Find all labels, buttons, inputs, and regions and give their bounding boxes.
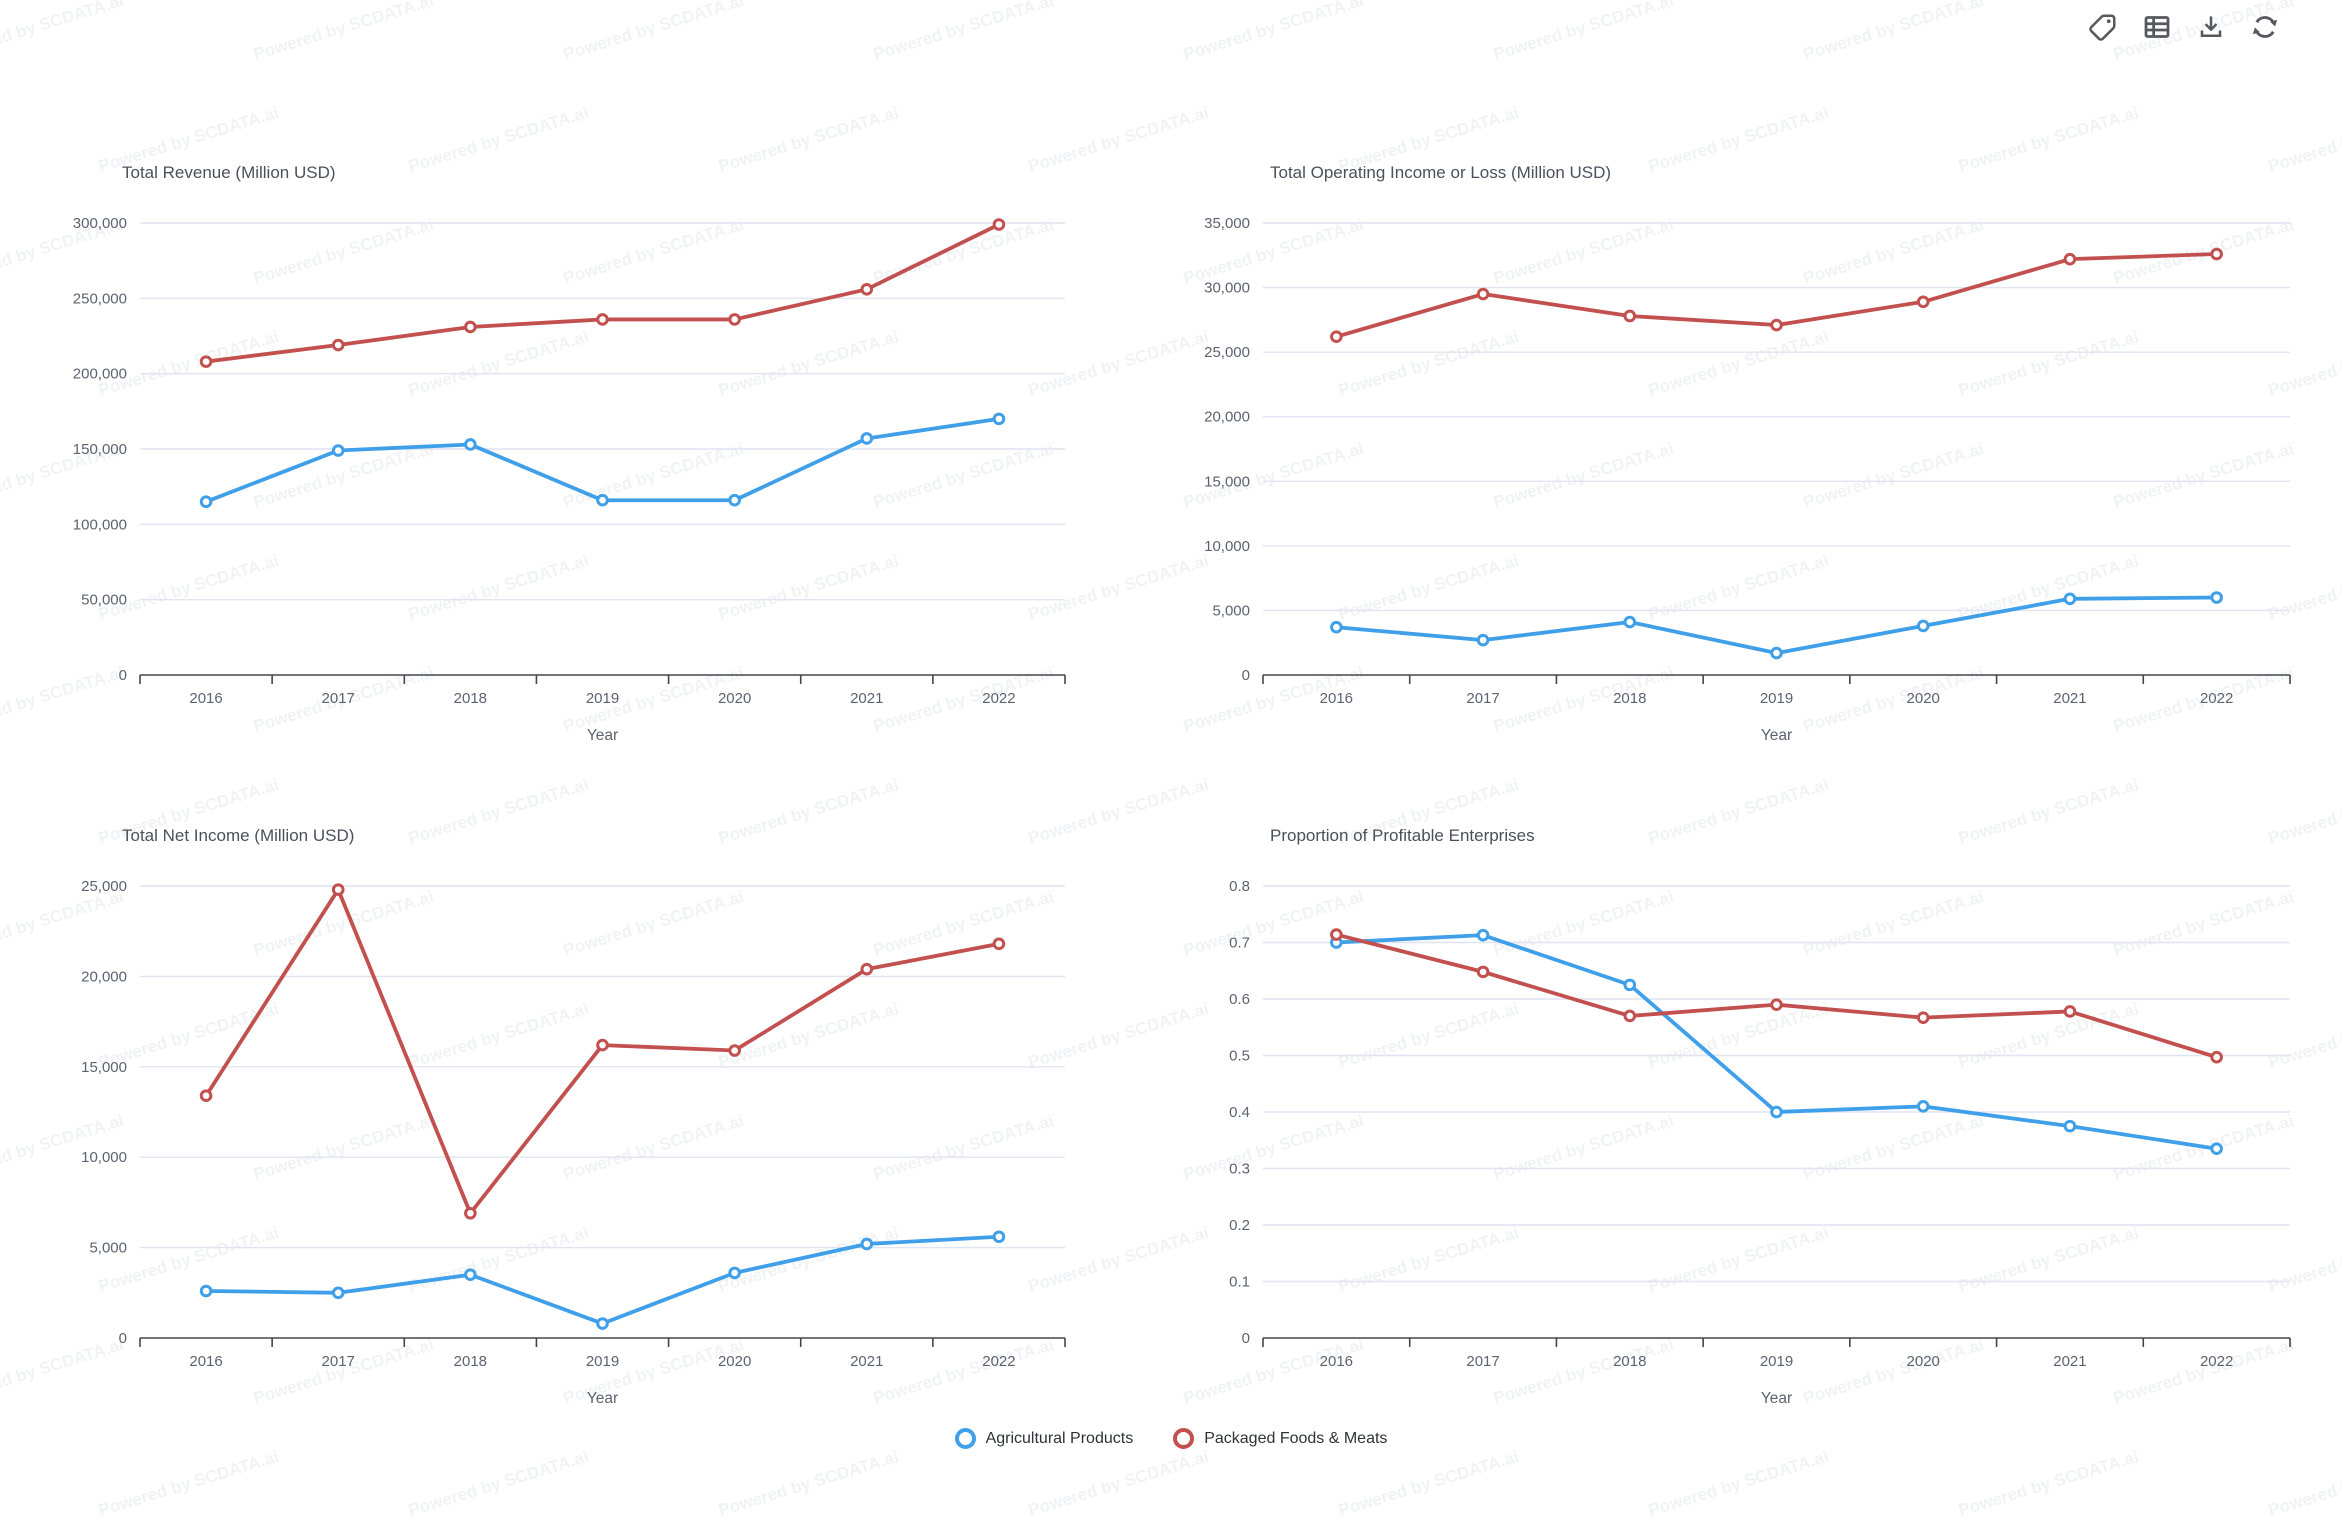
svg-text:0.6: 0.6 [1229, 991, 1250, 1008]
svg-text:2022: 2022 [982, 1353, 1015, 1370]
svg-text:2016: 2016 [1320, 1353, 1353, 1370]
chart-legend: Agricultural Products Packaged Foods & M… [0, 1428, 2342, 1449]
svg-text:2021: 2021 [850, 690, 883, 707]
svg-text:2021: 2021 [2053, 690, 2086, 707]
svg-text:50,000: 50,000 [81, 592, 127, 609]
svg-text:2021: 2021 [2053, 1353, 2086, 1370]
tag-icon[interactable] [2088, 12, 2118, 42]
chart-title: Total Operating Income or Loss (Million … [1270, 163, 1612, 182]
toolbar [2088, 12, 2280, 42]
svg-text:2016: 2016 [1320, 690, 1353, 707]
table-icon[interactable] [2142, 12, 2172, 42]
legend-label-packaged: Packaged Foods & Meats [1204, 1429, 1388, 1447]
svg-text:15,000: 15,000 [1204, 473, 1250, 490]
line-plot-total-revenue: 0 50,000 100,000 150,000 200,000 250,000 300,0… [73, 215, 1066, 744]
svg-text:0.4: 0.4 [1229, 1104, 1250, 1121]
legend-label-agricultural: Agricultural Products [985, 1429, 1134, 1447]
svg-text:10,000: 10,000 [81, 1149, 127, 1166]
chart-title: Total Net Income (Million USD) [122, 826, 355, 845]
svg-text:Year: Year [1761, 1390, 1792, 1407]
legend-marker-packaged [1173, 1428, 1195, 1449]
svg-text:0: 0 [119, 1330, 127, 1347]
svg-text:2022: 2022 [2200, 690, 2233, 707]
svg-text:Year: Year [587, 1390, 618, 1407]
svg-text:2017: 2017 [1466, 690, 1499, 707]
svg-text:0.2: 0.2 [1229, 1217, 1250, 1234]
chart-title: Total Revenue (Million USD) [122, 163, 336, 182]
legend-item-packaged-foods[interactable]: Packaged Foods & Meats [1173, 1428, 1387, 1449]
svg-text:Year: Year [1761, 727, 1792, 744]
svg-text:2018: 2018 [1613, 690, 1646, 707]
svg-text:250,000: 250,000 [73, 290, 127, 307]
svg-text:2016: 2016 [189, 690, 222, 707]
svg-text:2022: 2022 [2200, 1353, 2233, 1370]
svg-text:15,000: 15,000 [81, 1059, 127, 1076]
svg-text:200,000: 200,000 [73, 366, 127, 383]
svg-text:2019: 2019 [1760, 690, 1793, 707]
refresh-icon[interactable] [2250, 12, 2280, 42]
svg-text:2022: 2022 [982, 690, 1015, 707]
chart-profitable-proportion: Proportion of Profitable Enterprises 0 0.… [1171, 758, 2342, 1408]
svg-text:30,000: 30,000 [1204, 280, 1250, 297]
svg-text:2019: 2019 [586, 690, 619, 707]
svg-text:0: 0 [1242, 667, 1250, 684]
svg-text:300,000: 300,000 [73, 215, 127, 232]
svg-text:Year: Year [587, 727, 618, 744]
svg-text:150,000: 150,000 [73, 441, 127, 458]
svg-text:0.1: 0.1 [1229, 1274, 1250, 1291]
line-plot-operating-income: 0 5,000 10,000 15,000 20,000 25,000 30,000 35,0… [1204, 215, 2291, 744]
svg-text:20,000: 20,000 [1204, 409, 1250, 426]
svg-text:10,000: 10,000 [1204, 538, 1250, 555]
svg-text:2020: 2020 [1907, 690, 1940, 707]
chart-operating-income: Total Operating Income or Loss (Million … [1171, 95, 2342, 745]
svg-text:0: 0 [1242, 1330, 1250, 1347]
svg-text:5,000: 5,000 [89, 1240, 127, 1257]
svg-text:2018: 2018 [454, 690, 487, 707]
legend-marker-agricultural [954, 1428, 976, 1449]
svg-text:2019: 2019 [586, 1353, 619, 1370]
svg-text:2018: 2018 [1613, 1353, 1646, 1370]
svg-text:2017: 2017 [322, 690, 355, 707]
svg-text:2017: 2017 [322, 1353, 355, 1370]
svg-text:2019: 2019 [1760, 1353, 1793, 1370]
svg-text:35,000: 35,000 [1204, 215, 1250, 232]
chart-grid: Total Revenue (Million USD) 0 50,000 100,0… [0, 95, 2342, 1415]
svg-text:100,000: 100,000 [73, 516, 127, 533]
svg-text:2020: 2020 [718, 1353, 751, 1370]
svg-text:2017: 2017 [1466, 1353, 1499, 1370]
download-icon[interactable] [2196, 12, 2226, 42]
svg-text:20,000: 20,000 [81, 968, 127, 985]
line-plot-profitable-proportion: 0 0.1 0.2 0.3 0.4 0.5 0.6 0.7 0.8 2016 2017 2018 201… [1229, 878, 2291, 1407]
svg-text:2021: 2021 [850, 1353, 883, 1370]
line-plot-net-income: 0 5,000 10,000 15,000 20,000 25,000 2016 2017 20… [81, 878, 1066, 1407]
svg-text:0.3: 0.3 [1229, 1161, 1250, 1178]
chart-title: Proportion of Profitable Enterprises [1270, 826, 1535, 845]
legend-item-agricultural-products[interactable]: Agricultural Products [954, 1428, 1134, 1449]
svg-text:25,000: 25,000 [1204, 344, 1250, 361]
svg-text:0: 0 [119, 667, 127, 684]
svg-text:25,000: 25,000 [81, 878, 127, 895]
svg-text:2016: 2016 [189, 1353, 222, 1370]
chart-total-revenue: Total Revenue (Million USD) 0 50,000 100,0… [0, 95, 1171, 745]
svg-text:2020: 2020 [718, 690, 751, 707]
svg-text:2018: 2018 [454, 1353, 487, 1370]
svg-text:0.5: 0.5 [1229, 1048, 1250, 1065]
svg-text:0.8: 0.8 [1229, 878, 1250, 895]
svg-text:2020: 2020 [1907, 1353, 1940, 1370]
svg-text:0.7: 0.7 [1229, 935, 1250, 952]
svg-text:5,000: 5,000 [1212, 602, 1250, 619]
chart-net-income: Total Net Income (Million USD) 0 5,000 10,… [0, 758, 1171, 1408]
